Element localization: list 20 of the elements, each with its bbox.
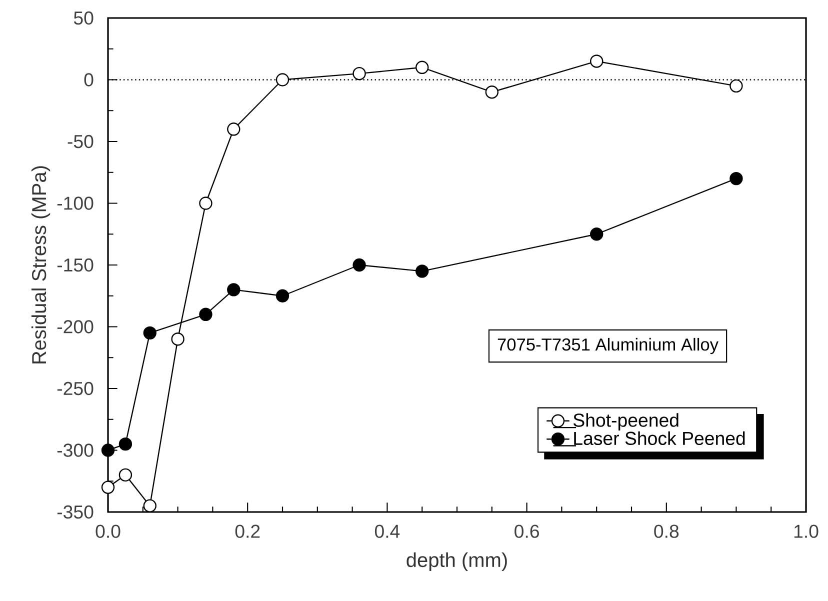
x-tick-label: 0.6 [514, 524, 539, 538]
y-tick-label: -200 [57, 320, 94, 334]
x-axis-title: depth (mm) [406, 552, 507, 572]
legend-label: Laser Shock Peened [574, 431, 745, 446]
y-tick-label: -150 [57, 258, 94, 272]
legend-label: Shot-peened [573, 413, 678, 431]
annotation: 7075-T7351 Aluminium Alloy [498, 338, 718, 354]
y-tick-label: -300 [57, 444, 94, 457]
x-tick-label: 1.0 [794, 524, 818, 538]
y-tick-label: -50 [68, 134, 94, 148]
y-tick-label: -350 [57, 505, 94, 519]
x-tick-label: 0.8 [654, 524, 679, 538]
y-axis-title: Residual Stress (MPa) [31, 166, 50, 364]
y-tick-label: 50 [74, 11, 94, 25]
x-tick-label: 0.4 [374, 524, 400, 538]
x-tick-label: 0.0 [96, 524, 120, 538]
x-tick-label: 0.2 [235, 524, 260, 538]
y-tick-label: -100 [57, 196, 94, 210]
y-tick-label: -250 [57, 382, 94, 396]
y-tick-label: 0 [84, 73, 94, 86]
